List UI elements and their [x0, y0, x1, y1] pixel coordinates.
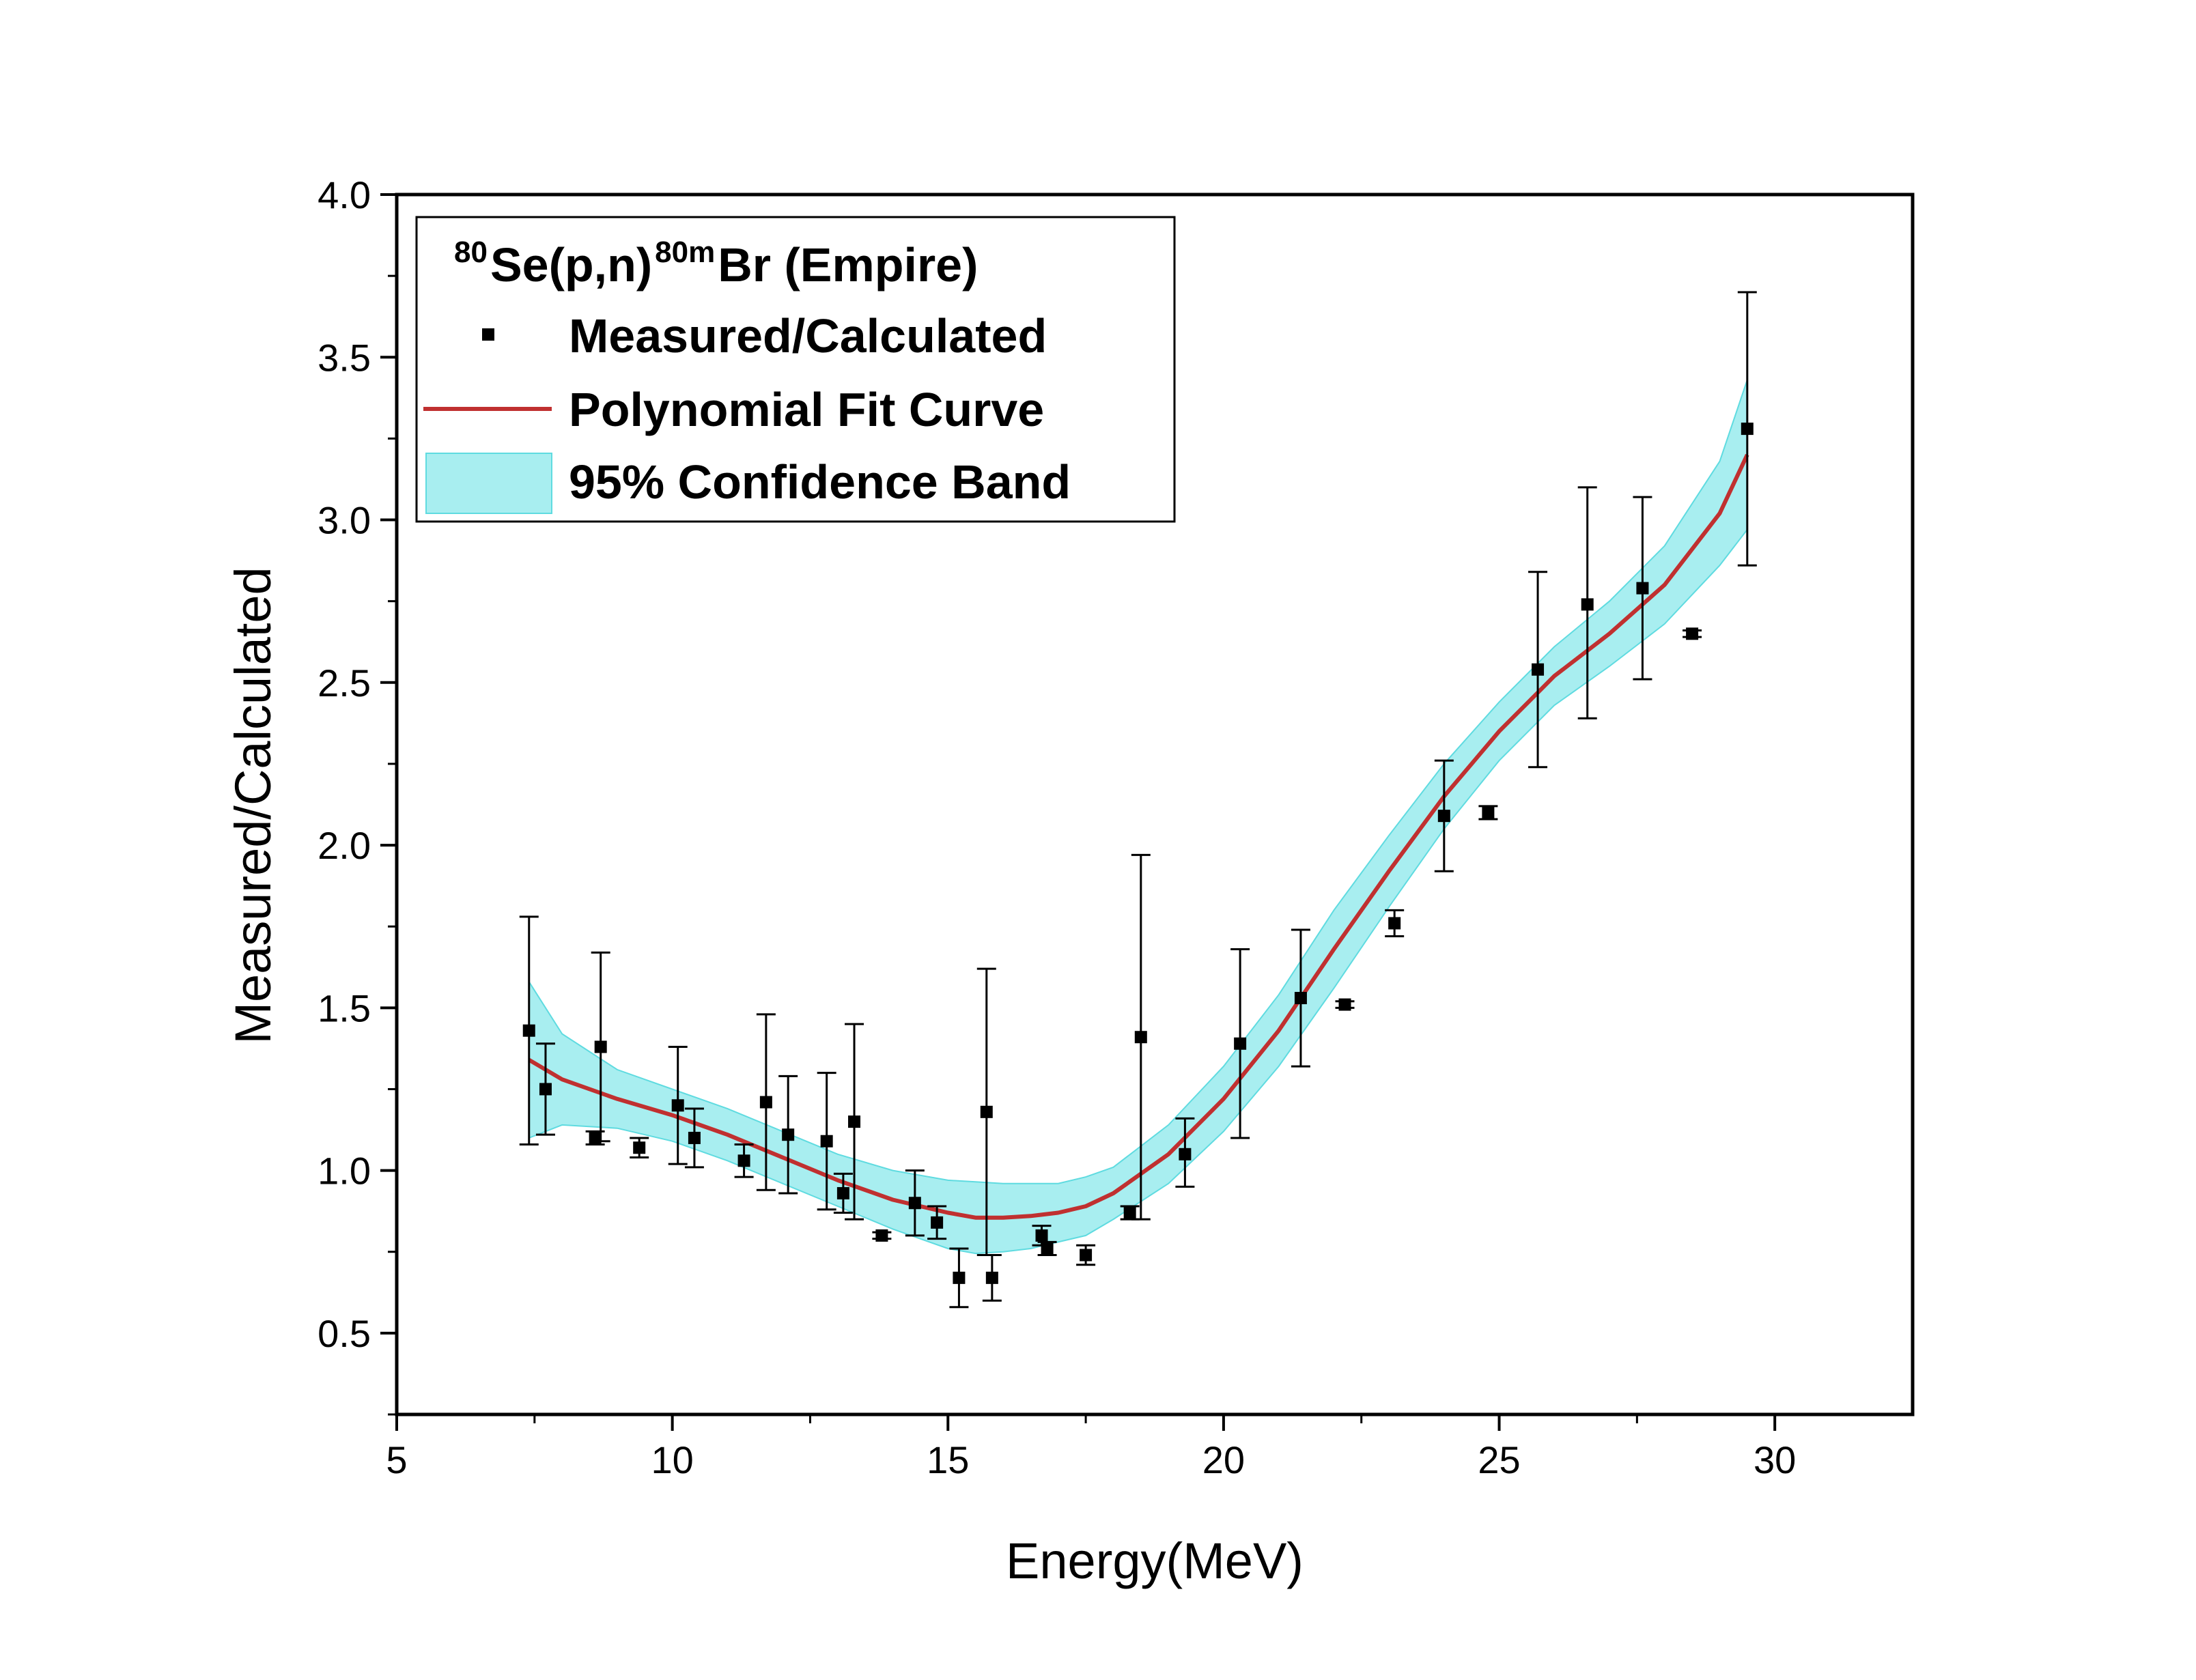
data-point — [931, 1216, 944, 1229]
data-point — [1294, 992, 1307, 1005]
fit-curve — [528, 453, 1749, 1220]
x-tick-label: 15 — [927, 1438, 969, 1481]
y-tick-label: 2.5 — [318, 661, 371, 704]
data-point — [1134, 1031, 1147, 1044]
y-tick-label: 4.0 — [318, 173, 371, 216]
data-point — [1741, 423, 1754, 436]
y-tick-label: 0.5 — [318, 1312, 371, 1355]
data-point — [908, 1197, 921, 1210]
legend-title-main-1: Se(p,n) — [490, 238, 652, 291]
data-point — [522, 1024, 535, 1037]
data-point — [688, 1131, 701, 1144]
data-point — [671, 1099, 684, 1112]
y-tick-label: 1.0 — [318, 1150, 371, 1193]
x-tick-label: 10 — [651, 1438, 693, 1481]
data-point — [1041, 1242, 1054, 1255]
legend-item-band: 95% Confidence Band — [569, 455, 1071, 509]
legend-marker-point — [482, 328, 494, 341]
data-point — [759, 1096, 772, 1109]
legend-marker-band — [425, 453, 552, 514]
legend-title-sup-2: 80m — [655, 236, 715, 269]
data-point — [1338, 998, 1351, 1011]
data-point — [875, 1229, 888, 1242]
data-point — [1123, 1206, 1136, 1219]
x-tick-label: 30 — [1754, 1438, 1796, 1481]
data-point — [1636, 582, 1649, 595]
data-point — [1388, 917, 1401, 930]
plot-frame — [395, 193, 1915, 1416]
data-point — [737, 1154, 750, 1167]
data-point — [1482, 806, 1495, 819]
data-point — [594, 1040, 607, 1053]
data-point — [836, 1186, 849, 1199]
data-point — [820, 1135, 833, 1148]
x-axis-title: Energy(MeV) — [1006, 1533, 1304, 1589]
data-point — [985, 1271, 998, 1284]
data-point — [1581, 598, 1594, 611]
x-tick-label: 5 — [386, 1438, 407, 1481]
legend-title-main-2: Br (Empire) — [718, 238, 978, 291]
legend-title-sup-1: 80 — [454, 236, 488, 269]
data-point — [633, 1141, 646, 1154]
fit-curve-layer — [528, 453, 1749, 1220]
legend-item-fit: Polynomial Fit Curve — [569, 383, 1044, 436]
data-point — [1532, 663, 1545, 676]
legend-item-measured: Measured/Calculated — [569, 309, 1047, 362]
data-point — [953, 1271, 966, 1284]
y-axis-ticks: 0.5 1.0 1.5 2.0 2.5 3.0 3.5 4.0 — [318, 173, 397, 1416]
x-tick-label: 20 — [1202, 1438, 1245, 1481]
y-tick-label: 3.5 — [318, 336, 371, 379]
data-point-layer — [522, 423, 1754, 1284]
data-point — [980, 1105, 993, 1118]
y-axis-title: Measured/Calculated — [225, 567, 281, 1044]
data-point — [1686, 627, 1699, 640]
data-point — [1035, 1229, 1048, 1242]
data-point — [1080, 1249, 1093, 1262]
legend-title: 80 Se(p,n) 80m Br (Empire) — [454, 236, 978, 291]
data-point — [1234, 1037, 1247, 1050]
data-point — [782, 1128, 795, 1141]
y-tick-label: 1.5 — [318, 986, 371, 1029]
y-tick-label: 2.0 — [318, 824, 371, 867]
x-axis-ticks: 5 10 15 20 25 30 — [386, 1414, 1796, 1481]
legend: 80 Se(p,n) 80m Br (Empire) Measured/Calc… — [415, 216, 1176, 523]
data-point — [848, 1115, 861, 1128]
data-point — [1179, 1148, 1192, 1161]
data-point — [589, 1131, 602, 1144]
y-tick-label: 3.0 — [318, 499, 371, 542]
data-point — [539, 1083, 552, 1096]
data-point — [1437, 810, 1450, 823]
x-tick-label: 25 — [1478, 1438, 1520, 1481]
